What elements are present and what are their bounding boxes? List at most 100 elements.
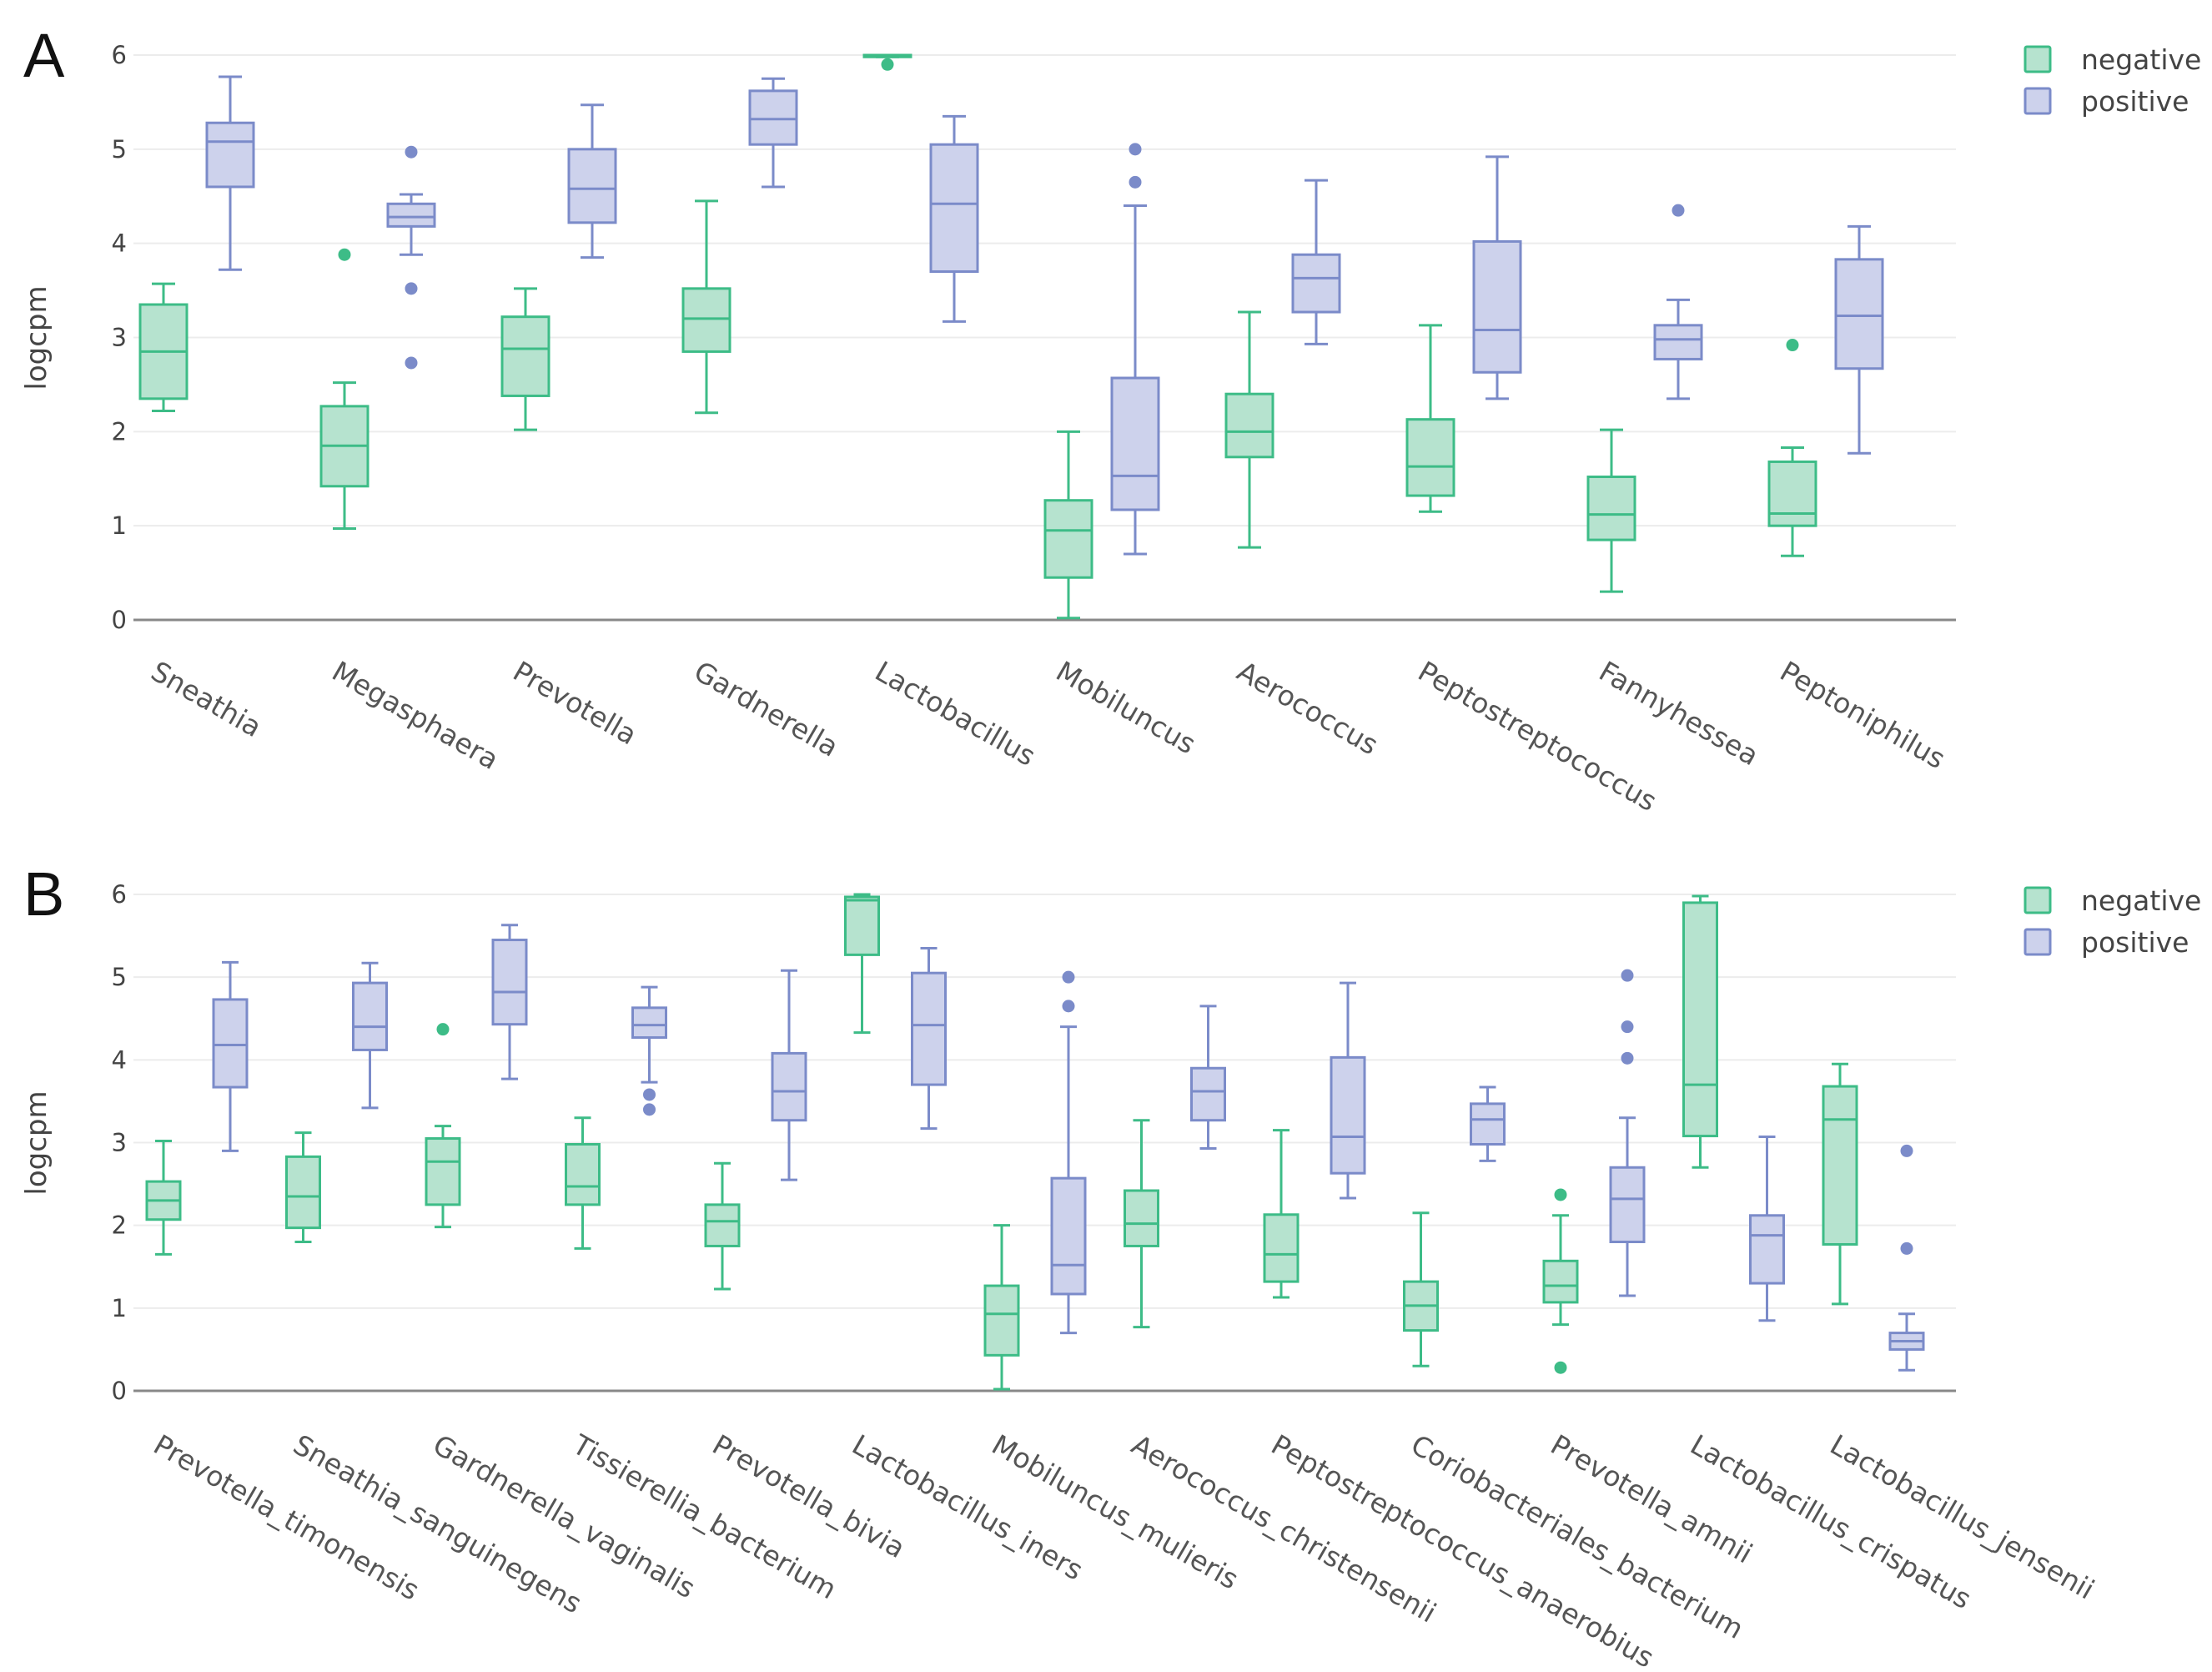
box-positive-aerococcus_christensenii[interactable] bbox=[1190, 1005, 1226, 1150]
box-negative-lactobacillus[interactable] bbox=[862, 53, 912, 71]
y-tick-label: 3 bbox=[112, 324, 127, 352]
box-positive-coriobacteriales_bacterium[interactable] bbox=[1470, 1085, 1506, 1162]
outlier-point[interactable] bbox=[1621, 1020, 1634, 1034]
box-positive-fannyhessea[interactable] bbox=[1653, 204, 1703, 400]
box-negative-lactobacillus_crispatus[interactable] bbox=[1682, 894, 1718, 1169]
box-negative-sneathia_sanguinegens[interactable] bbox=[285, 1131, 321, 1243]
outlier-point[interactable] bbox=[643, 1103, 656, 1116]
iqr-box bbox=[1822, 1085, 1858, 1246]
legend-label-positive[interactable]: positive bbox=[2081, 85, 2189, 118]
box-negative-tissierellia_bacterium[interactable] bbox=[565, 1116, 601, 1250]
box-negative-peptoniphilus[interactable] bbox=[1767, 339, 1817, 557]
box-positive-aerococcus[interactable] bbox=[1291, 179, 1341, 345]
box-negative-aerococcus[interactable] bbox=[1224, 310, 1274, 549]
outlier-point[interactable] bbox=[1900, 1144, 1913, 1157]
y-axis-label: logcpm bbox=[20, 285, 53, 390]
outlier-point[interactable] bbox=[1554, 1188, 1567, 1201]
y-tick-label: 2 bbox=[112, 417, 127, 446]
box-positive-lactobacillus_iners[interactable] bbox=[911, 946, 947, 1131]
outlier-point[interactable] bbox=[643, 1088, 656, 1101]
legend-label-negative[interactable]: negative bbox=[2081, 884, 2201, 917]
outlier-point[interactable] bbox=[1129, 175, 1142, 189]
box-positive-sneathia_sanguinegens[interactable] bbox=[352, 961, 388, 1110]
box-negative-coriobacteriales_bacterium[interactable] bbox=[1403, 1211, 1439, 1367]
iqr-box bbox=[1124, 1189, 1159, 1247]
legend[interactable]: negative positive bbox=[2023, 884, 2201, 959]
outlier-point[interactable] bbox=[338, 248, 351, 261]
box-positive-peptoniphilus[interactable] bbox=[1834, 224, 1884, 455]
outlier-point[interactable] bbox=[1672, 204, 1685, 217]
outlier-point[interactable] bbox=[405, 282, 418, 295]
iqr-box bbox=[1586, 475, 1636, 541]
box-positive-gardnerella[interactable] bbox=[748, 77, 798, 189]
outlier-point[interactable] bbox=[1062, 1000, 1075, 1013]
box-negative-fannyhessea[interactable] bbox=[1586, 428, 1636, 593]
box-negative-gardnerella_vaginalis[interactable] bbox=[425, 1023, 461, 1229]
box-positive-prevotella_amnii[interactable] bbox=[1609, 969, 1646, 1297]
iqr-box bbox=[1749, 1214, 1785, 1285]
box-negative-prevotella_timonensis[interactable] bbox=[145, 1140, 182, 1256]
box-positive-lactobacillus_jensenii[interactable] bbox=[1888, 1144, 1925, 1372]
legend-swatch-positive[interactable] bbox=[2023, 928, 2052, 956]
iqr-box bbox=[844, 895, 880, 956]
iqr-box bbox=[1330, 1055, 1366, 1175]
box-negative-megasphaera[interactable] bbox=[319, 248, 370, 531]
box-negative-prevotella[interactable] bbox=[500, 287, 550, 431]
outlier-point[interactable] bbox=[1900, 1241, 1913, 1255]
box-negative-sneathia[interactable] bbox=[138, 282, 189, 413]
iqr-box bbox=[386, 202, 436, 228]
iqr-box bbox=[1291, 253, 1341, 314]
iqr-box bbox=[1263, 1213, 1300, 1283]
box-negative-prevotella_amnii[interactable] bbox=[1542, 1188, 1579, 1374]
box-positive-megasphaera[interactable] bbox=[386, 145, 436, 370]
box-negative-lactobacillus_jensenii[interactable] bbox=[1822, 1062, 1858, 1306]
box-negative-mobiluncus_mulieris[interactable] bbox=[983, 1224, 1020, 1391]
outlier-point[interactable] bbox=[1786, 339, 1799, 352]
box-positive-sneathia[interactable] bbox=[205, 75, 255, 271]
iqr-box bbox=[1767, 460, 1817, 527]
iqr-box bbox=[1653, 324, 1703, 360]
iqr-box bbox=[983, 1284, 1020, 1357]
iqr-box bbox=[212, 998, 249, 1089]
legend-swatch-negative[interactable] bbox=[2023, 886, 2052, 914]
y-tick-label: 1 bbox=[112, 511, 127, 540]
box-positive-prevotella[interactable] bbox=[567, 103, 617, 259]
outlier-point[interactable] bbox=[1554, 1361, 1567, 1374]
box-positive-gardnerella_vaginalis[interactable] bbox=[491, 924, 528, 1080]
box-negative-prevotella_bivia[interactable] bbox=[704, 1161, 741, 1291]
box-positive-mobiluncus_mulieris[interactable] bbox=[1050, 970, 1087, 1335]
y-tick-label: 0 bbox=[112, 606, 127, 634]
legend[interactable]: negative positive bbox=[2023, 43, 2201, 118]
box-positive-peptostreptococcus_anaerobius[interactable] bbox=[1330, 981, 1366, 1200]
panel-letter: A bbox=[23, 21, 65, 90]
iqr-box bbox=[567, 148, 617, 224]
box-positive-tissierellia_bacterium[interactable] bbox=[631, 985, 667, 1116]
outlier-point[interactable] bbox=[436, 1023, 450, 1036]
iqr-box bbox=[205, 121, 255, 189]
box-positive-lactobacillus_crispatus[interactable] bbox=[1749, 1136, 1785, 1322]
box-positive-prevotella_bivia[interactable] bbox=[771, 969, 807, 1181]
box-negative-lactobacillus_iners[interactable] bbox=[844, 893, 880, 1035]
box-negative-mobiluncus[interactable] bbox=[1043, 430, 1093, 620]
box-positive-prevotella_timonensis[interactable] bbox=[212, 960, 249, 1152]
outlier-point[interactable] bbox=[405, 356, 418, 370]
outlier-point[interactable] bbox=[1062, 970, 1075, 984]
box-positive-lactobacillus[interactable] bbox=[929, 114, 979, 323]
legend-swatch-positive[interactable] bbox=[2023, 87, 2052, 115]
box-negative-peptostreptococcus_anaerobius[interactable] bbox=[1263, 1129, 1300, 1299]
box-negative-gardnerella[interactable] bbox=[681, 199, 731, 415]
box-negative-peptostreptococcus[interactable] bbox=[1405, 324, 1455, 513]
iqr-box bbox=[1834, 258, 1884, 370]
legend-swatch-negative[interactable] bbox=[2023, 45, 2052, 73]
box-negative-aerococcus_christensenii[interactable] bbox=[1124, 1119, 1159, 1329]
outlier-point[interactable] bbox=[1129, 143, 1142, 156]
outlier-point[interactable] bbox=[1621, 1051, 1634, 1065]
outlier-point[interactable] bbox=[1621, 969, 1634, 982]
box-positive-mobiluncus[interactable] bbox=[1110, 143, 1160, 556]
y-tick-label: 1 bbox=[112, 1294, 127, 1322]
outlier-point[interactable] bbox=[881, 58, 894, 71]
legend-label-negative[interactable]: negative bbox=[2081, 43, 2201, 76]
outlier-point[interactable] bbox=[405, 145, 418, 159]
legend-label-positive[interactable]: positive bbox=[2081, 926, 2189, 959]
box-positive-peptostreptococcus[interactable] bbox=[1472, 155, 1522, 400]
